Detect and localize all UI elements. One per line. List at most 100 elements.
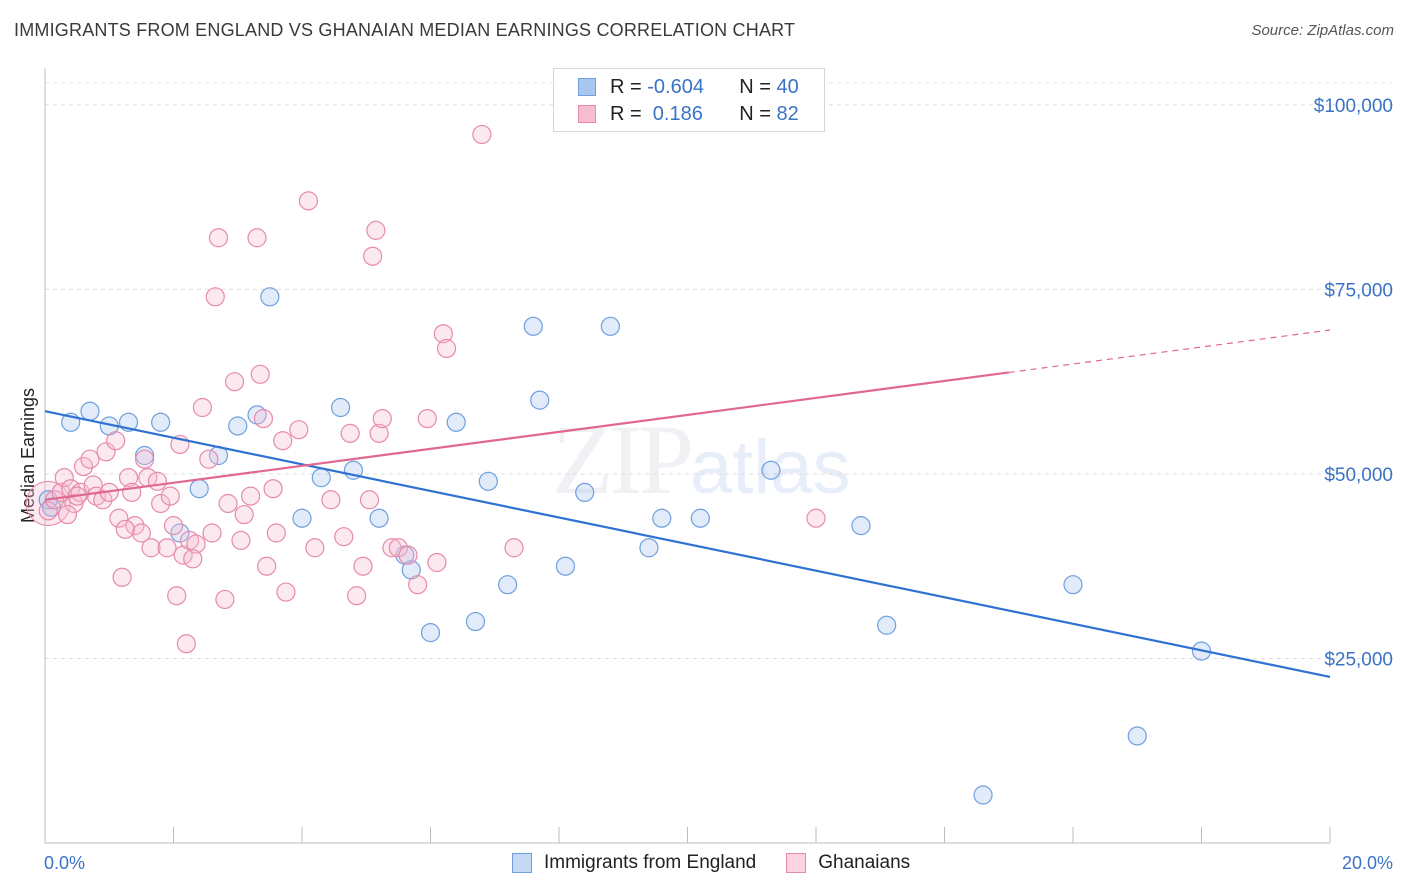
data-point	[224, 372, 245, 392]
data-point	[353, 556, 373, 576]
data-point	[276, 582, 296, 602]
data-point	[1063, 575, 1083, 595]
legend-swatch-ghanaians	[786, 853, 807, 873]
data-point	[205, 287, 225, 307]
data-point	[247, 405, 267, 425]
data-point	[436, 338, 457, 359]
data-point	[112, 567, 132, 587]
legend-r-label: R =	[610, 102, 648, 125]
correlation-legend: R = -0.604 N = 40 R = 0.186 N = 82	[553, 68, 825, 132]
data-point	[125, 516, 145, 536]
trend-line	[44, 371, 1009, 501]
data-point	[417, 408, 437, 429]
data-point	[530, 390, 550, 410]
legend-n-value: 82	[776, 102, 799, 125]
data-point	[298, 191, 319, 211]
data-point	[241, 486, 261, 506]
data-point	[122, 482, 142, 503]
data-point	[321, 490, 341, 510]
data-point	[170, 523, 190, 543]
data-point	[427, 552, 447, 573]
data-point	[253, 408, 274, 429]
data-point	[382, 538, 402, 558]
source-label: Source: ZipAtlas.com	[1251, 22, 1394, 39]
data-point	[289, 420, 309, 440]
data-point	[478, 471, 498, 491]
legend-n-label: N =	[739, 75, 777, 98]
data-point	[167, 586, 187, 606]
trend-line-projection	[1008, 329, 1331, 374]
data-point	[347, 586, 367, 606]
data-point	[80, 401, 100, 421]
data-point	[973, 785, 993, 805]
data-point	[639, 538, 659, 558]
data-point	[199, 449, 219, 469]
data-point	[228, 416, 248, 436]
data-point	[186, 534, 206, 554]
legend-swatch-england	[578, 78, 596, 96]
y-tick-label: $75,000	[1324, 280, 1393, 301]
legend-label-ghanaians: Ghanaians	[818, 852, 911, 873]
data-point	[388, 538, 408, 558]
data-point	[151, 412, 171, 432]
data-point	[263, 479, 283, 499]
data-point	[266, 523, 286, 543]
data-point	[257, 556, 277, 576]
data-point	[231, 530, 251, 550]
data-point	[330, 397, 351, 418]
data-point	[363, 246, 383, 266]
data-point	[157, 538, 177, 558]
data-point	[523, 316, 543, 336]
data-point	[38, 501, 58, 521]
chart-title: IMMIGRANTS FROM ENGLAND VS GHANAIAN MEDI…	[14, 20, 796, 40]
data-point	[877, 615, 897, 635]
legend-n-label: N =	[739, 102, 777, 125]
data-point	[690, 508, 710, 528]
x-tick-label: 0.0%	[44, 853, 85, 873]
data-point	[192, 397, 213, 418]
data-point	[247, 228, 267, 248]
legend-item-england[interactable]: Immigrants from England	[512, 852, 756, 874]
data-point	[115, 519, 135, 539]
trend-line	[44, 410, 1331, 679]
legend-label-england: Immigrants from England	[544, 852, 757, 873]
data-point	[420, 623, 441, 643]
data-point	[141, 538, 161, 558]
data-point	[761, 460, 781, 480]
data-point	[118, 468, 139, 488]
data-point	[273, 431, 293, 451]
data-point	[498, 575, 518, 595]
data-point	[260, 287, 280, 307]
data-point	[292, 508, 312, 528]
data-point	[57, 504, 78, 525]
data-point	[398, 545, 418, 565]
data-point	[163, 516, 184, 536]
data-point	[600, 316, 621, 336]
data-point	[218, 493, 238, 514]
data-point	[311, 468, 331, 488]
y-tick-label: $50,000	[1324, 465, 1393, 486]
data-point	[93, 490, 113, 510]
data-point	[1127, 726, 1147, 746]
x-tick-label: 20.0%	[1342, 853, 1393, 873]
legend-swatch-england	[512, 853, 532, 873]
legend-item-ghanaians[interactable]: Ghanaians	[786, 852, 910, 874]
data-point	[446, 412, 466, 432]
y-tick-label: $100,000	[1314, 96, 1393, 117]
data-point	[334, 527, 354, 547]
data-point	[575, 482, 595, 503]
legend-row-ghanaians: R = 0.186 N = 82	[578, 102, 799, 126]
data-point	[366, 220, 386, 240]
data-point	[160, 486, 180, 506]
data-point	[96, 442, 116, 462]
data-point	[106, 431, 126, 451]
data-point	[433, 324, 453, 344]
data-point	[208, 228, 229, 248]
data-point	[652, 508, 672, 528]
data-point	[61, 479, 81, 499]
data-point	[472, 124, 492, 145]
series-legend: Immigrants from England Ghanaians	[512, 852, 940, 874]
data-point	[151, 493, 171, 514]
data-point	[80, 449, 100, 469]
